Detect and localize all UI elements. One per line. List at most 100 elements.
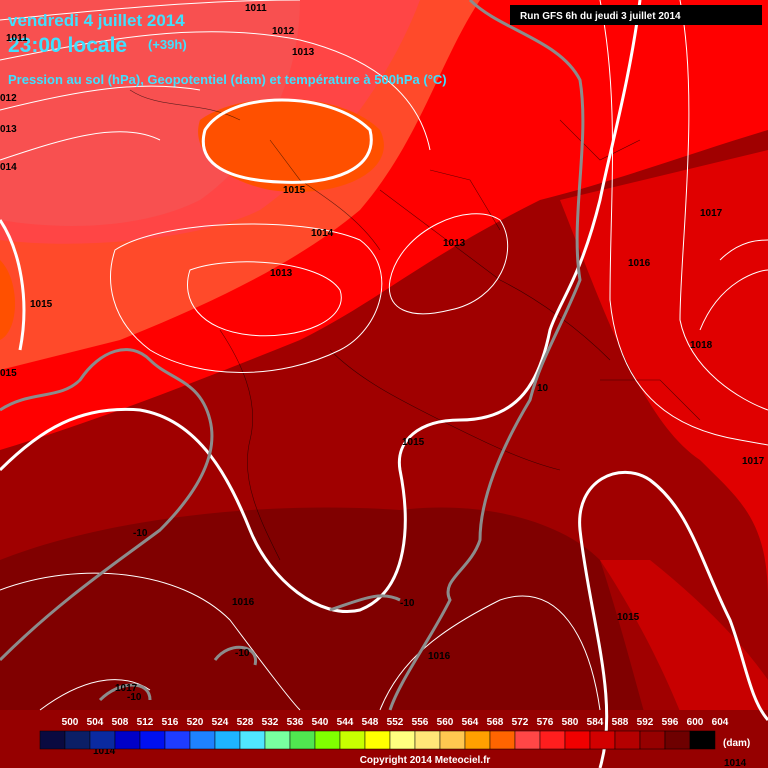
subtitle: Pression au sol (hPa), Geopotentiel (dam… bbox=[8, 72, 447, 87]
legend-label: 584 bbox=[587, 717, 604, 728]
legend-label: 532 bbox=[262, 717, 279, 728]
isobar bbox=[388, 213, 509, 315]
isobar bbox=[379, 595, 601, 711]
isobar-label: 1014 bbox=[93, 746, 116, 757]
isobar-label: 1017 bbox=[742, 456, 765, 467]
isobar-bold bbox=[578, 470, 768, 768]
isobar-label: 1012 bbox=[272, 26, 295, 37]
region-orange bbox=[198, 98, 384, 192]
isobar-label: -10 bbox=[400, 598, 415, 609]
isobar-label: 1013 bbox=[292, 47, 315, 58]
legend-swatch bbox=[364, 730, 391, 750]
region-orange-2 bbox=[0, 260, 15, 340]
lead-time: (+39h) bbox=[148, 37, 187, 52]
legend-label: 540 bbox=[312, 717, 329, 728]
legend-label: 520 bbox=[187, 717, 204, 728]
legend-label: 564 bbox=[462, 717, 479, 728]
isobar-label: 1014 bbox=[724, 758, 747, 768]
isobar-label: 1018 bbox=[690, 340, 713, 351]
isobar-label: 10 bbox=[537, 383, 549, 394]
legend-swatch bbox=[114, 730, 141, 750]
legend-swatch bbox=[689, 730, 716, 750]
legend-unit: (dam) bbox=[723, 738, 750, 749]
isobar-label: 1014 bbox=[311, 228, 334, 239]
legend-swatch bbox=[239, 730, 266, 750]
legend-label: 512 bbox=[137, 717, 154, 728]
legend-swatch bbox=[289, 730, 316, 750]
region-584 bbox=[560, 150, 768, 600]
legend-label: 568 bbox=[487, 717, 504, 728]
copyright: Copyright 2014 Meteociel.fr bbox=[360, 755, 491, 766]
legend-label: 548 bbox=[362, 717, 379, 728]
isobar-label: 1011 bbox=[6, 33, 28, 44]
legend-label: 552 bbox=[387, 717, 404, 728]
run-info: Run GFS 6h du jeudi 3 juillet 2014 bbox=[520, 11, 681, 22]
isobar-label: 015 bbox=[0, 368, 17, 379]
legend-swatch bbox=[164, 730, 191, 750]
isobar-label: 013 bbox=[0, 124, 17, 135]
legend-label: 572 bbox=[512, 717, 529, 728]
isobar-label: 012 bbox=[0, 93, 17, 104]
legend-label: 596 bbox=[662, 717, 679, 728]
isobar bbox=[0, 131, 161, 161]
legend-label: 556 bbox=[412, 717, 429, 728]
region-592 bbox=[0, 507, 660, 768]
isobar-label: 1017 bbox=[115, 683, 138, 694]
isobar bbox=[0, 85, 201, 111]
legend-swatch bbox=[139, 730, 166, 750]
legend-swatch bbox=[589, 730, 616, 750]
legend-swatch bbox=[489, 730, 516, 750]
isobar bbox=[679, 0, 768, 411]
legend-label: 524 bbox=[212, 717, 229, 728]
legend-label: 500 bbox=[62, 717, 79, 728]
isobar bbox=[599, 0, 768, 446]
legend-swatch bbox=[564, 730, 591, 750]
legend-swatch bbox=[389, 730, 416, 750]
legend-swatch bbox=[664, 730, 691, 750]
legend-swatch bbox=[639, 730, 666, 750]
legend-label: 604 bbox=[712, 717, 729, 728]
isotherm-minus10 bbox=[0, 348, 214, 662]
legend-swatch bbox=[514, 730, 541, 750]
isobar-bold bbox=[0, 219, 26, 351]
isobar-label: 1015 bbox=[30, 299, 53, 310]
isobar-label: 014 bbox=[0, 162, 17, 173]
isobar bbox=[0, 0, 301, 21]
isobar-label: 1016 bbox=[628, 258, 651, 269]
isobar bbox=[0, 572, 301, 711]
isobar-label: 1015 bbox=[617, 612, 640, 623]
legend-label: 536 bbox=[287, 717, 304, 728]
isobar-label: 1015 bbox=[283, 185, 306, 196]
legend-label: 508 bbox=[112, 717, 129, 728]
legend-label: 504 bbox=[87, 717, 104, 728]
time: 23:00 locale bbox=[8, 34, 127, 57]
isobar bbox=[0, 31, 431, 151]
borders bbox=[129, 89, 701, 561]
isobar-label: 1013 bbox=[443, 238, 466, 249]
isotherm-minus10 bbox=[388, 0, 585, 711]
legend-label: 580 bbox=[562, 717, 579, 728]
legend-swatch bbox=[314, 730, 341, 750]
isobar-bold bbox=[0, 0, 642, 613]
isobar bbox=[187, 261, 342, 337]
isobar-label: 1016 bbox=[428, 651, 451, 662]
isobar bbox=[699, 239, 768, 331]
legend-swatch bbox=[64, 730, 91, 750]
legend-swatch bbox=[339, 730, 366, 750]
legend-label: 544 bbox=[337, 717, 354, 728]
isotherm-minus10 bbox=[98, 594, 401, 702]
legend-label: 516 bbox=[162, 717, 179, 728]
legend-label: 528 bbox=[237, 717, 254, 728]
legend-swatch bbox=[189, 730, 216, 750]
legend-label: 588 bbox=[612, 717, 629, 728]
isobar-label: 1016 bbox=[232, 597, 255, 608]
legend-swatch bbox=[414, 730, 441, 750]
legend-swatch bbox=[89, 730, 116, 750]
legend-swatch bbox=[39, 730, 66, 750]
legend-label: 592 bbox=[637, 717, 654, 728]
isobar bbox=[110, 223, 383, 373]
isobar-label: 1013 bbox=[270, 268, 293, 279]
isobar-label: 1017 bbox=[700, 208, 723, 219]
legend-swatch bbox=[214, 730, 241, 750]
